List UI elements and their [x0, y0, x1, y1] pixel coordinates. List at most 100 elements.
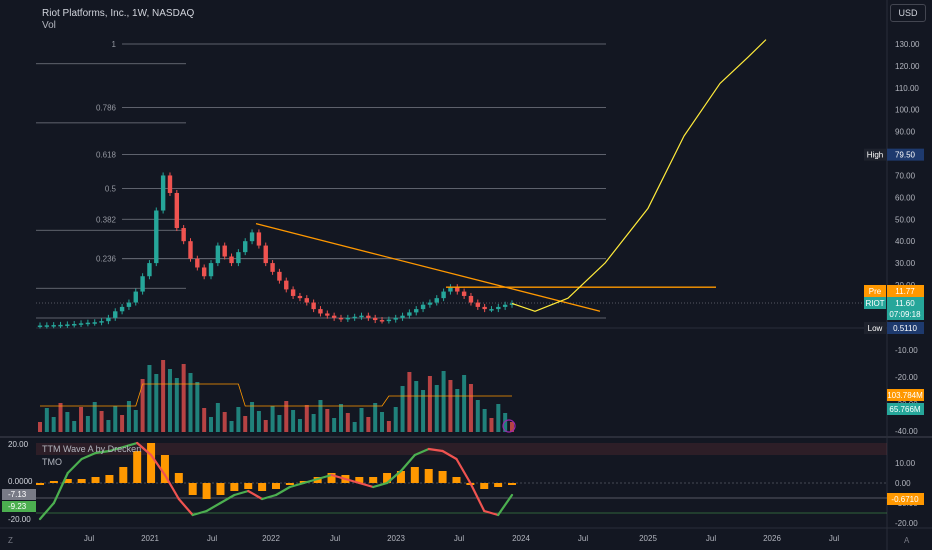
- candle: [482, 306, 487, 310]
- volume-bar: [434, 385, 439, 432]
- volume-bar: [229, 421, 234, 432]
- histogram-bar: [105, 475, 114, 483]
- wave-segment: [38, 501, 55, 521]
- volume-ma-line: [40, 383, 512, 407]
- volume-bar: [421, 390, 426, 432]
- histogram-bar: [508, 483, 516, 485]
- candle: [455, 287, 460, 292]
- timezone-icon[interactable]: Z: [8, 536, 13, 545]
- volume-bar: [510, 422, 514, 432]
- histogram-bar: [244, 483, 253, 489]
- candles: [37, 172, 515, 329]
- volume-bar: [126, 401, 131, 432]
- volume-bar: [195, 382, 200, 432]
- volume-bar: [209, 417, 214, 432]
- volume-bar: [489, 418, 494, 432]
- x-tick-label: Jul: [454, 534, 464, 543]
- x-tick-label: 2021: [141, 534, 159, 543]
- y-tick-label: -20.00: [895, 373, 918, 382]
- volume-bar: [297, 419, 302, 432]
- low-tag-label: Low: [868, 324, 883, 333]
- pre-tag-value: 11.77: [895, 287, 915, 296]
- volume-bar: [468, 384, 473, 432]
- high-tag-value: 79.50: [895, 151, 916, 160]
- volume-bar: [325, 409, 330, 432]
- histogram-bar: [133, 451, 142, 483]
- volume-bar: [236, 407, 241, 432]
- volume-bar: [414, 381, 419, 432]
- candle: [208, 263, 214, 277]
- osc-left-label-bg: [2, 489, 36, 500]
- fib-level-label: 0.382: [96, 215, 117, 224]
- histogram-bar: [285, 483, 294, 485]
- volume-bar: [380, 412, 385, 432]
- candle: [215, 245, 221, 264]
- candle: [379, 320, 385, 322]
- volume-bar: [113, 406, 118, 432]
- candle: [461, 291, 467, 296]
- pre-tag-label-bg: [864, 285, 886, 297]
- volume-bar: [482, 409, 487, 432]
- volume-ma-tag: 65.766M: [889, 405, 920, 414]
- osc-right-tag-bg: [887, 493, 924, 505]
- candle: [441, 291, 446, 299]
- candle: [113, 311, 118, 318]
- candle: [489, 309, 494, 311]
- lightning-icon: [502, 419, 516, 433]
- wave-segment: [261, 493, 278, 501]
- wave-segment: [219, 493, 236, 505]
- candle: [154, 210, 159, 264]
- volume-bar: [167, 369, 172, 432]
- candle: [277, 271, 282, 281]
- volume-bar: [311, 414, 316, 432]
- candle: [106, 317, 111, 322]
- candle: [297, 295, 303, 299]
- wave-segment: [247, 489, 264, 501]
- volume-bar: [386, 421, 391, 432]
- y-tick-label: 70.00: [895, 171, 916, 180]
- wave-segment: [205, 501, 222, 513]
- volume-bar: [427, 376, 432, 432]
- x-tick-label: Jul: [578, 534, 588, 543]
- candle: [201, 267, 207, 277]
- wave-segment: [80, 451, 97, 461]
- x-tick-label: 2025: [639, 534, 657, 543]
- volume-bar: [85, 416, 90, 432]
- wave-segment: [136, 441, 153, 457]
- auto-scale-icon[interactable]: A: [904, 536, 910, 545]
- candle: [119, 306, 125, 312]
- candle: [58, 324, 63, 327]
- indicator-name[interactable]: TTM Wave A by Drecken: [42, 444, 142, 454]
- candle: [290, 289, 296, 296]
- volume-bar: [106, 420, 111, 432]
- y-tick-label: 120.00: [895, 62, 920, 71]
- wave-segment: [233, 489, 250, 497]
- chart-title: Riot Platforms, Inc., 1W, NASDAQ: [42, 8, 195, 19]
- volume-bar: [65, 412, 70, 432]
- candle: [72, 323, 77, 326]
- volume-bar: [215, 403, 220, 432]
- histogram-bar: [160, 455, 169, 483]
- candle: [126, 302, 132, 307]
- histogram-bar: [396, 471, 405, 483]
- x-tick-label: Jul: [330, 534, 340, 543]
- candle: [311, 302, 316, 310]
- osc-left-label: -7.13: [8, 490, 27, 499]
- wave-segment: [122, 441, 139, 449]
- volume-tag: 103.784M: [887, 391, 923, 400]
- volume-bar: [304, 405, 309, 432]
- candle: [502, 304, 508, 307]
- low-tag-value-bg: [887, 322, 924, 334]
- candle: [352, 316, 357, 319]
- y-tick-label: -10.00: [895, 346, 918, 355]
- fib-level-label: 0.236: [96, 255, 117, 264]
- wave-segment: [427, 447, 444, 453]
- wave-segment: [316, 473, 333, 481]
- volume-bar: [318, 400, 323, 432]
- wave-segment: [358, 481, 375, 489]
- volume-bar: [188, 373, 193, 432]
- wave-segment: [372, 481, 389, 489]
- volume-bar: [373, 403, 378, 432]
- currency-button[interactable]: USD: [890, 4, 926, 22]
